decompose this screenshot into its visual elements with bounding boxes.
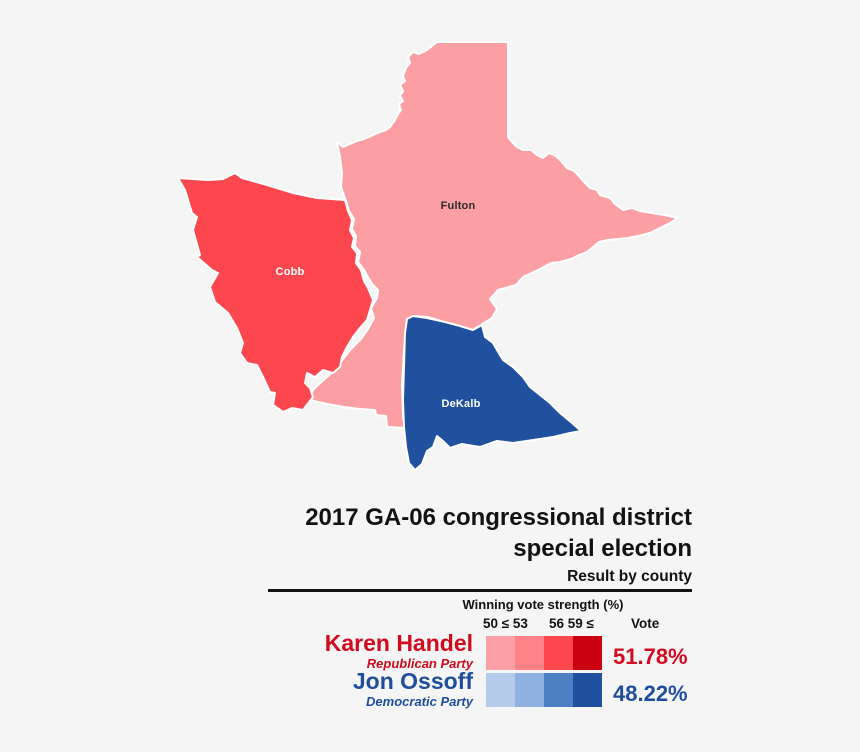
candidate-name-ossoff: Jon Ossoff bbox=[352, 668, 473, 694]
legend-swatch-3 bbox=[573, 673, 602, 707]
county-label-fulton: Fulton bbox=[440, 200, 476, 212]
legend-swatch-1 bbox=[515, 673, 544, 707]
county-shape-dekalb bbox=[402, 315, 582, 471]
legend-header: Winning vote strength (%) bbox=[462, 597, 624, 612]
vote-share-ossoff: 48.22% bbox=[613, 681, 688, 706]
legend-scale-right: 56 59 ≤ bbox=[549, 616, 594, 631]
legend-swatch-2 bbox=[544, 673, 573, 707]
legend-scale-left: 50 ≤ 53 bbox=[483, 616, 528, 631]
county-label-cobb: Cobb bbox=[275, 266, 305, 278]
candidate-block-handel: Karen Handel Republican Party bbox=[325, 631, 473, 671]
legend-swatch-0 bbox=[486, 636, 515, 670]
legend-swatch-3 bbox=[573, 636, 602, 670]
vote-share-handel: 51.78% bbox=[613, 644, 688, 669]
color-scale-republican bbox=[486, 636, 602, 670]
map-title-line2: special election bbox=[513, 535, 692, 562]
legend-swatch-2 bbox=[544, 636, 573, 670]
county-shape-cobb bbox=[177, 172, 374, 413]
legend-swatch-0 bbox=[486, 673, 515, 707]
title-block: 2017 GA-06 congressional district specia… bbox=[305, 502, 692, 587]
title-divider-rule bbox=[268, 589, 692, 592]
candidate-name-handel: Karen Handel bbox=[324, 630, 473, 656]
candidate-party-handel: Republican Party bbox=[366, 656, 473, 671]
candidate-party-ossoff: Democratic Party bbox=[366, 694, 473, 709]
legend-swatch-1 bbox=[515, 636, 544, 670]
color-scale-democratic bbox=[486, 673, 602, 707]
map-subtitle: Result by county bbox=[567, 568, 692, 585]
county-label-dekalb: DeKalb bbox=[441, 398, 481, 410]
legend-vote-header: Vote bbox=[631, 616, 660, 631]
candidate-block-ossoff: Jon Ossoff Democratic Party bbox=[353, 669, 473, 709]
county-shape-fulton bbox=[307, 41, 679, 429]
map-title-line1: 2017 GA-06 congressional district bbox=[305, 504, 692, 531]
